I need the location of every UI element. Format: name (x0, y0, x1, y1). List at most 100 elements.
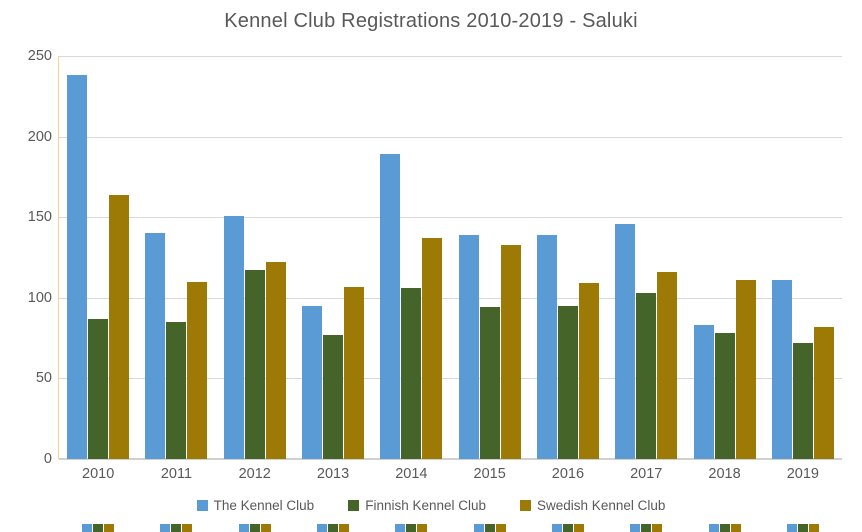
clipped-bar (82, 524, 93, 532)
clipped-bar-group (395, 524, 428, 532)
legend-item[interactable]: The Kennel Club (196, 498, 315, 513)
bar-slot (244, 56, 265, 459)
bar[interactable] (187, 281, 208, 459)
clipped-bar (708, 524, 719, 532)
clipped-bar (104, 524, 115, 532)
bar-slot (380, 56, 401, 459)
bar[interactable] (265, 262, 286, 459)
bar[interactable] (109, 194, 130, 459)
gridline (59, 136, 842, 138)
x-axis-tick-label: 2010 (82, 466, 115, 482)
y-axis-tick-label: 250 (27, 48, 52, 64)
bar[interactable] (145, 233, 166, 459)
clipped-bar (495, 524, 506, 532)
clipped-bar-group (708, 524, 741, 532)
bar[interactable] (693, 325, 714, 459)
bar[interactable] (578, 283, 599, 459)
clipped-bar (786, 524, 797, 532)
clipped-bar (808, 524, 819, 532)
x-axis-tick-label: 2016 (551, 466, 585, 482)
legend-label: Finnish Kennel Club (365, 498, 487, 513)
y-axis-tick-label: 100 (27, 289, 52, 306)
bar[interactable] (401, 288, 422, 459)
bar-slot (166, 56, 187, 459)
bar[interactable] (636, 292, 657, 459)
bar-slot (265, 56, 286, 459)
plot-area (59, 56, 842, 460)
clipped-bar-group (786, 524, 819, 532)
bar-group (137, 56, 215, 459)
bar[interactable] (244, 270, 265, 459)
clipped-bar (328, 524, 339, 532)
bar[interactable] (380, 154, 401, 459)
bar-group (59, 56, 137, 459)
x-axis-line (59, 458, 842, 459)
bar[interactable] (67, 75, 88, 459)
bar[interactable] (657, 272, 678, 459)
bar-slot (735, 56, 756, 459)
bar[interactable] (422, 238, 443, 459)
bar[interactable] (813, 326, 834, 459)
bar[interactable] (223, 215, 244, 459)
bar-slot (578, 56, 599, 459)
y-axis-tick-label: 200 (27, 128, 52, 145)
bar[interactable] (166, 321, 187, 459)
bar[interactable] (302, 305, 323, 459)
bar-slot (536, 56, 557, 459)
bar[interactable] (323, 334, 344, 459)
bar-slot (401, 56, 422, 459)
bar-slot (500, 56, 521, 459)
bar[interactable] (792, 342, 813, 459)
bar[interactable] (536, 234, 557, 459)
x-axis-tick-label: 2012 (238, 466, 271, 482)
bar-slot (145, 56, 166, 459)
bar[interactable] (615, 223, 636, 459)
clipped-bar (260, 524, 271, 532)
clipped-bar (573, 524, 584, 532)
clipped-bar (160, 524, 171, 532)
bar-slot (479, 56, 500, 459)
bar-slot (714, 56, 735, 459)
gridline (59, 217, 842, 219)
bar[interactable] (714, 333, 735, 459)
gridline (59, 378, 842, 380)
clipped-bar (630, 524, 641, 532)
chart-title: Kennel Club Registrations 2010-2019 - Sa… (224, 10, 638, 32)
clipped-bar (317, 524, 328, 532)
bar[interactable] (771, 280, 792, 459)
bar-slot (657, 56, 678, 459)
bar[interactable] (557, 305, 578, 459)
bar[interactable] (479, 307, 500, 459)
bar-group (764, 56, 842, 459)
bar-slot (187, 56, 208, 459)
x-axis-tick-labels: 2010 2011 2012 2013 2014 2015 2016 2017 2018 2019 (59, 466, 842, 482)
y-axis-tick-label: 150 (27, 209, 52, 226)
clipped-bar-group (551, 524, 584, 532)
gridline (59, 56, 842, 57)
clipped-bar-group (317, 524, 350, 532)
bar[interactable] (458, 234, 479, 459)
bar[interactable] (735, 280, 756, 459)
bar-slot (223, 56, 244, 459)
clipped-bar-group (473, 524, 506, 532)
legend-label: The Kennel Club (213, 498, 315, 513)
bar[interactable] (88, 318, 109, 459)
clipped-bar-group (82, 524, 115, 532)
legend-item[interactable]: Finnish Kennel Club (348, 498, 486, 513)
bar-slot (109, 56, 130, 459)
bar-slot (67, 56, 88, 459)
bar-slot (771, 56, 792, 459)
bar[interactable] (500, 244, 521, 459)
clipped-bar (730, 524, 741, 532)
y-axis-tick-labels: 0 50 100 150 200 250 (0, 0, 52, 532)
bar-group (685, 56, 763, 459)
clipped-bar (652, 524, 663, 532)
clipped-bar (551, 524, 562, 532)
clipped-next-chart-strip (0, 524, 862, 532)
legend-label: Swedish Kennel Club (537, 498, 666, 513)
legend-item[interactable]: Swedish Kennel Club (520, 498, 665, 513)
clipped-bar (182, 524, 193, 532)
bar[interactable] (344, 286, 365, 459)
clipped-bar (797, 524, 808, 532)
bar-group (294, 56, 372, 459)
